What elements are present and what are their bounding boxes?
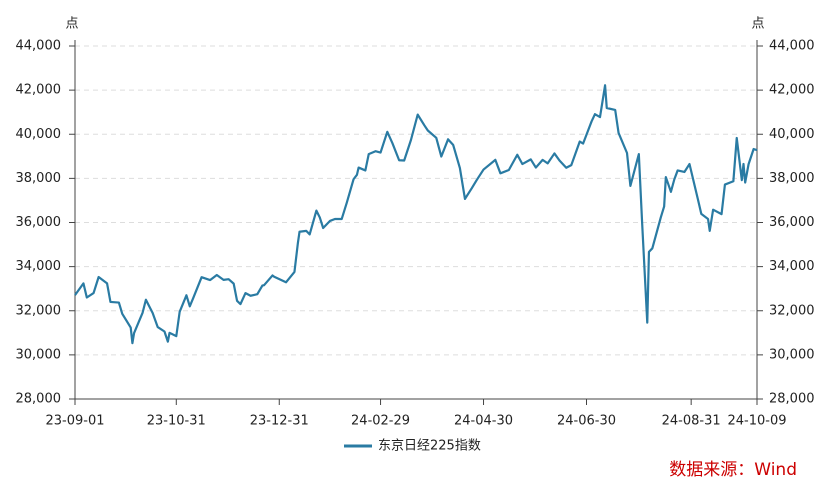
x-tick-label: 23-10-31 <box>147 414 206 429</box>
legend-label: 东京日经225指数 <box>378 439 481 454</box>
line-series <box>74 84 758 345</box>
y-tick-label: 28,000 <box>16 392 62 407</box>
y2-tick-label: 38,000 <box>769 171 815 186</box>
y2-tick-label: 42,000 <box>769 83 815 98</box>
y-tick-label: 36,000 <box>16 215 62 230</box>
x-tick-label: 23-09-01 <box>45 414 104 429</box>
x-tick-label: 24-08-31 <box>662 414 721 429</box>
y-tick-label: 40,000 <box>16 127 62 142</box>
y-tick-label: 32,000 <box>16 303 62 318</box>
y-unit: 点 <box>65 17 78 32</box>
x-tick-label: 24-04-30 <box>454 414 513 429</box>
y2-unit: 点 <box>751 17 764 32</box>
y2-tick-label: 32,000 <box>769 303 815 318</box>
x-tick-label: 24-02-29 <box>351 414 410 429</box>
y2-tick-label: 34,000 <box>769 259 815 274</box>
y-tick-label: 42,000 <box>16 83 62 98</box>
x-tick-label: 24-10-09 <box>727 414 786 429</box>
y-tick-label: 34,000 <box>16 259 62 274</box>
y-tick-label: 38,000 <box>16 171 62 186</box>
y2-tick-label: 28,000 <box>769 392 815 407</box>
y2-tick-label: 40,000 <box>769 127 815 142</box>
y-tick-label: 30,000 <box>16 347 62 362</box>
y2-tick-label: 30,000 <box>769 347 815 362</box>
y2-tick-label: 36,000 <box>769 215 815 230</box>
y-tick-label: 44,000 <box>16 39 62 54</box>
source: 数据来源：Wind <box>669 460 797 480</box>
y2-tick-label: 44,000 <box>769 39 815 54</box>
x-tick-label: 24-06-30 <box>557 414 616 429</box>
x-tick-label: 23-12-31 <box>250 414 309 429</box>
